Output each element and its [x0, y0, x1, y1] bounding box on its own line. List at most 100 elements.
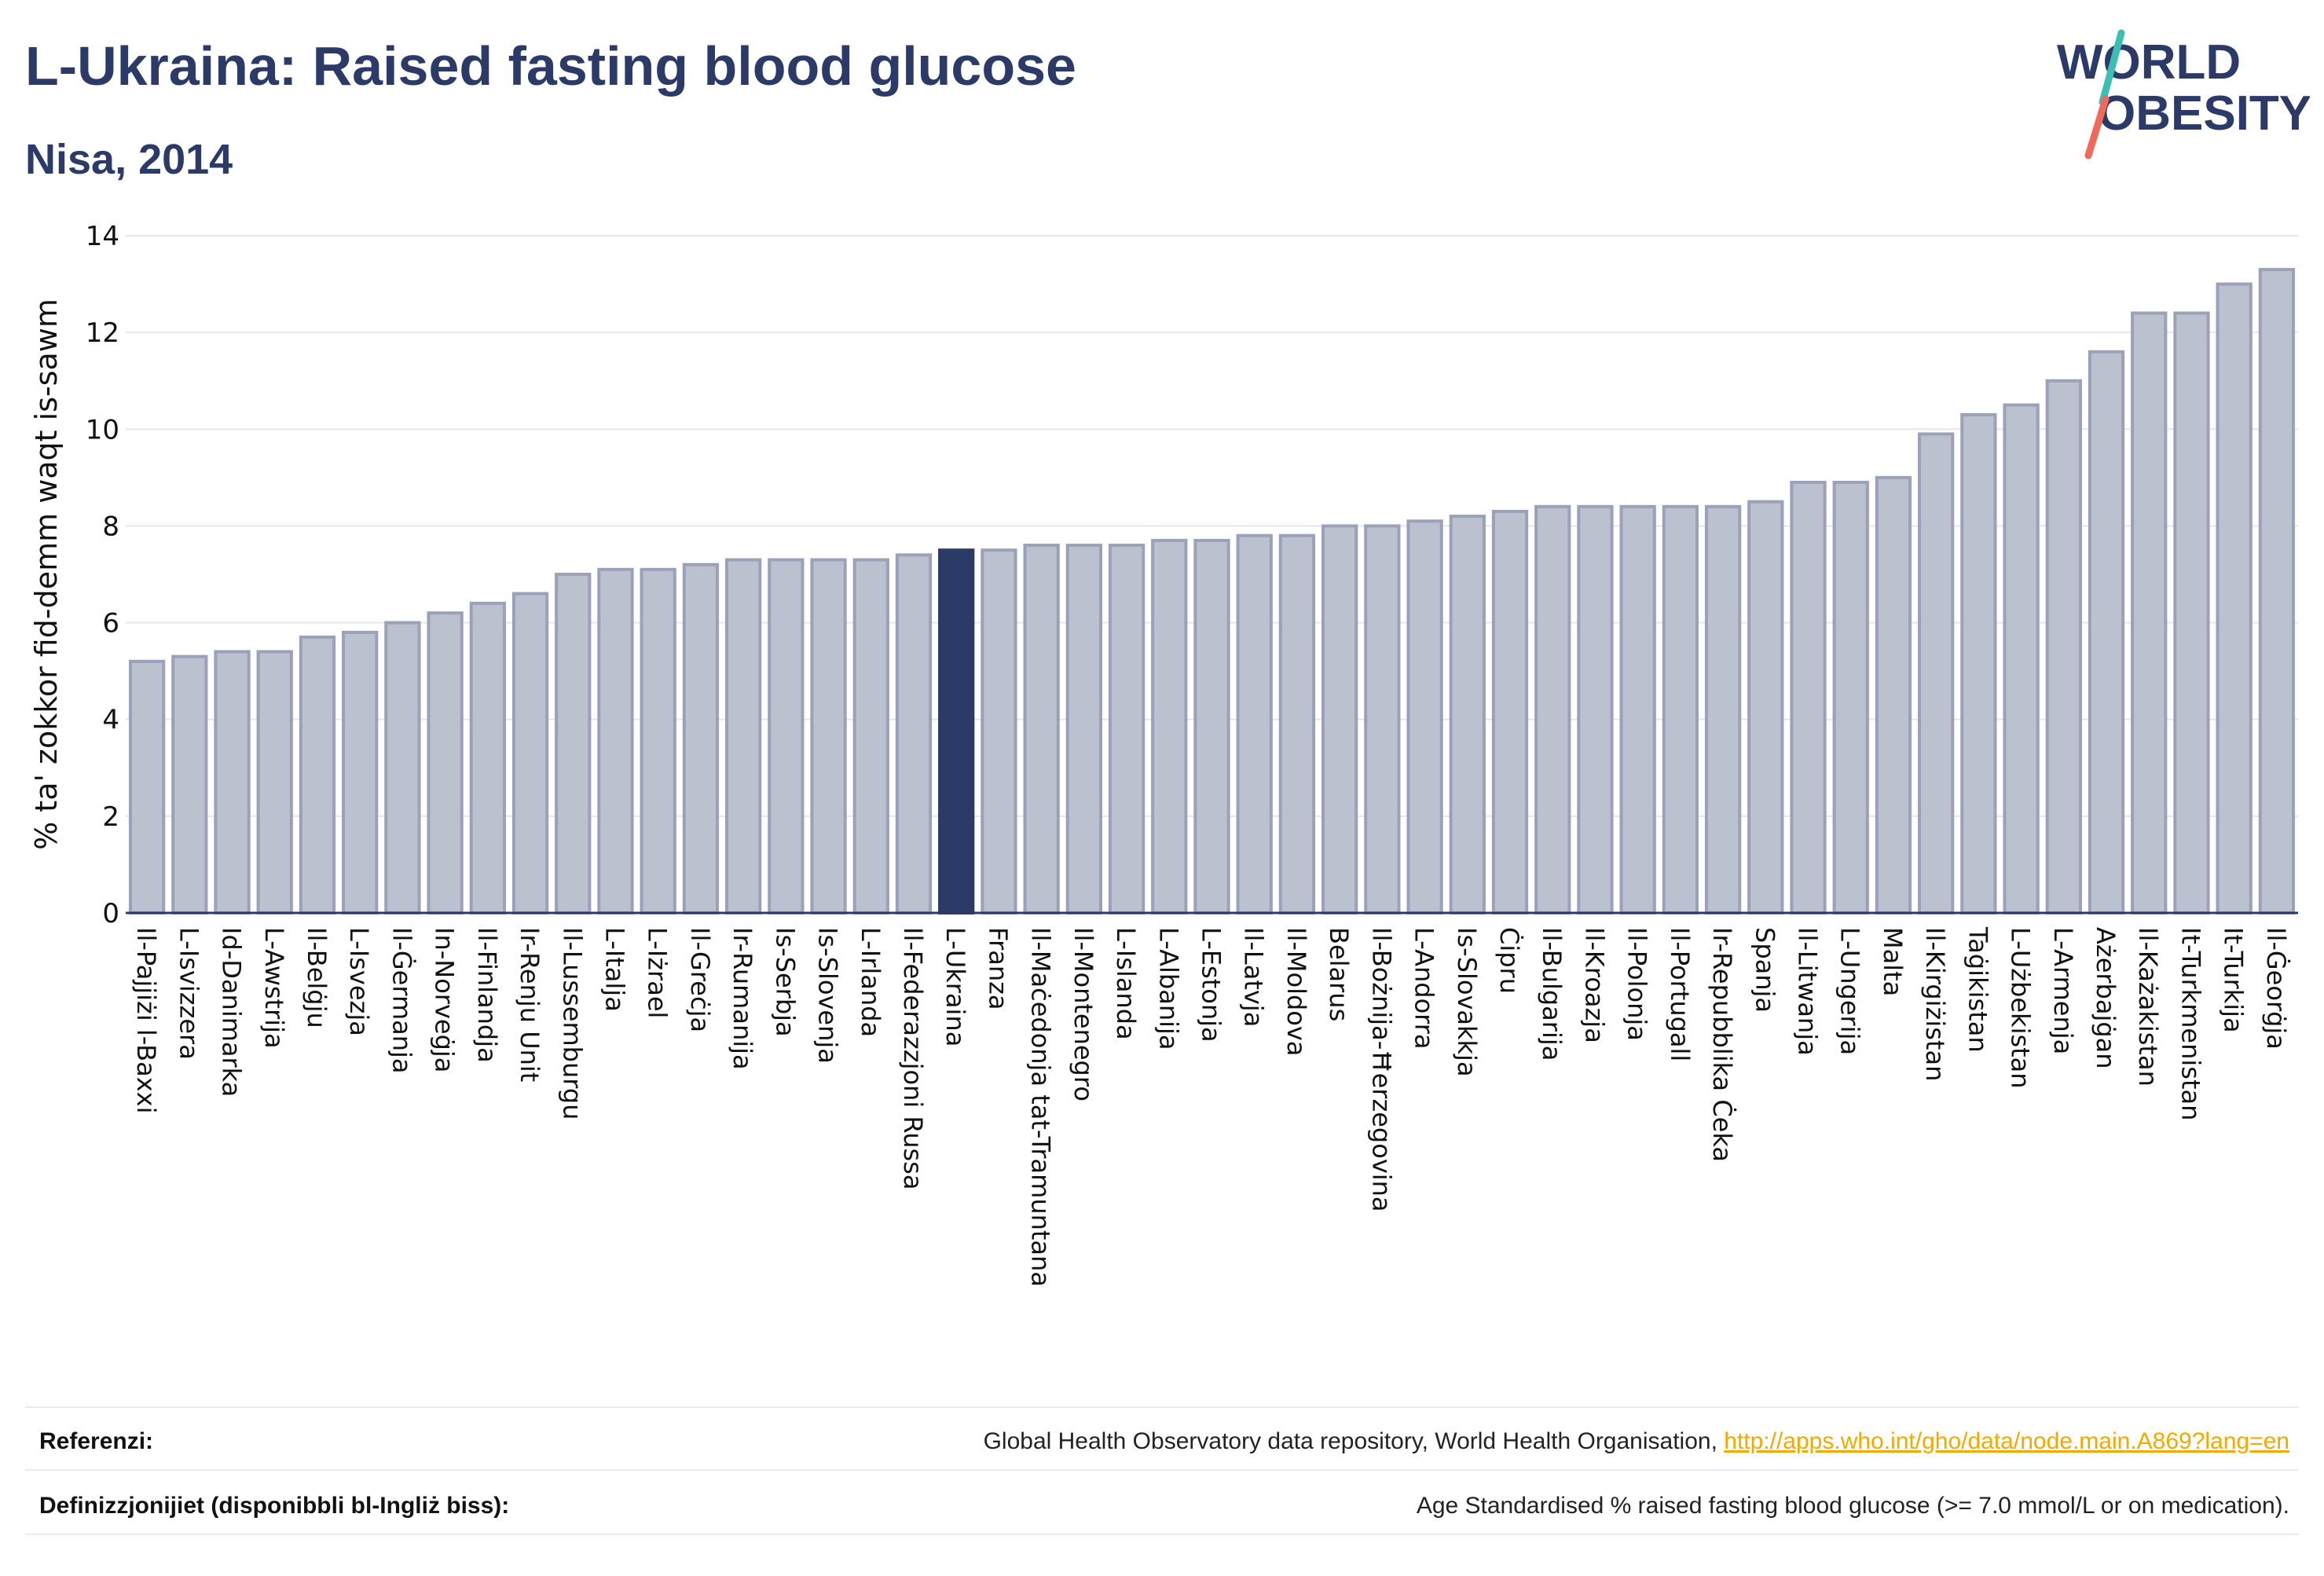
bar: [1832, 481, 1869, 914]
definitions-value: Age Standardised % raised fasting blood …: [1416, 1493, 2289, 1519]
x-tick-label: L-Awstrija: [259, 927, 289, 1049]
bar: [1619, 504, 1656, 914]
footer-divider-bottom: [25, 1534, 2299, 1535]
world-obesity-logo: WORLD OBESITY: [2057, 29, 2310, 159]
y-tick-label: 8: [102, 511, 119, 542]
bar: [2173, 311, 2210, 914]
x-tick-label: Il-Ġeorġja: [2261, 927, 2291, 1050]
x-tick-label: Ir-Renju Unit: [515, 927, 544, 1082]
logo-slash-coral: [2084, 95, 2110, 159]
x-tick-label: Il-Kirgiżistan: [1920, 927, 1950, 1081]
bar: [1278, 533, 1316, 914]
x-tick-label: It-Turkmenistan: [2176, 927, 2205, 1120]
definitions-label: Definizzjonijiet (disponibbli bl-Ingliż …: [39, 1493, 510, 1519]
bar: [1193, 538, 1230, 915]
y-tick-label: 12: [86, 317, 119, 349]
x-tick-label: Il-Belġju: [302, 927, 332, 1028]
bar: [1236, 533, 1273, 914]
y-axis-title: % ta' zokkor fid-demm waqt is-sawm: [29, 299, 64, 850]
bar: [256, 650, 293, 914]
y-axis-ticks: 0 2 4 6 8 10 12 14: [86, 221, 119, 929]
x-tick-label: Il-Ġermanja: [387, 927, 416, 1074]
bar: [1960, 412, 1997, 914]
chart-subtitle: Nisa, 2014: [25, 136, 233, 183]
bar: [427, 611, 464, 914]
x-tick-label: Il-Maċedonja tat-Tramuntana: [1026, 927, 1056, 1287]
bar: [1918, 432, 1955, 914]
bar: [852, 558, 889, 914]
bar: [511, 592, 549, 915]
bar: [555, 573, 592, 914]
bar: [2258, 268, 2296, 915]
bar-chart: 0 2 4 6 8 10 12 14 Il-Pajjiżi l-Baxxi L-Isvizzer…: [29, 221, 2298, 1287]
bar: [214, 650, 251, 914]
x-tick-label: Il-Montenegro: [1069, 927, 1098, 1101]
bar: [1321, 524, 1358, 915]
x-tick-label: Il-Finlandja: [472, 927, 502, 1063]
bar: [128, 659, 166, 914]
bar: [597, 567, 634, 914]
bar: [342, 630, 379, 915]
y-tick-label: 0: [102, 898, 119, 929]
bar: [2088, 350, 2125, 914]
bar: [810, 558, 847, 914]
x-tick-label: Ir-Repubblika Ċeka: [1707, 927, 1737, 1162]
footer-divider-top: [25, 1406, 2299, 1408]
x-tick-label: L-Irlanda: [856, 927, 885, 1037]
x-tick-label: L-Italja: [599, 927, 629, 1012]
x-tick-label: L-Isvizzera: [174, 927, 203, 1060]
bar-highlight: [938, 548, 975, 914]
x-tick-label: L-Ungerija: [1835, 927, 1865, 1055]
x-tick-label: It-Turkija: [2219, 927, 2249, 1033]
x-tick-label: L-Iżrael: [643, 927, 673, 1018]
logo-line-1: WORLD: [2057, 35, 2241, 90]
y-tick-label: 2: [102, 801, 119, 833]
x-tick-label: Il-Kroazja: [1579, 927, 1609, 1043]
x-tick-label: L-Ukraina: [940, 927, 970, 1046]
bar: [171, 654, 208, 915]
x-tick-label: Il-Greċja: [685, 927, 715, 1032]
x-axis-labels: Il-Pajjiżi l-Baxxi L-Isvizzera Id-Danimark…: [131, 926, 2291, 1287]
x-tick-label: L-Estonja: [1197, 927, 1226, 1043]
x-tick-label: Ażerbajġan: [2091, 927, 2121, 1069]
bar: [1875, 475, 1912, 914]
x-tick-label: Ir-Rumanija: [728, 927, 757, 1070]
x-tick-label: L-Użbekistan: [2006, 927, 2036, 1089]
chart-title: L-Ukraina: Raised fasting blood glucose: [25, 35, 1076, 97]
bar: [895, 553, 933, 914]
bars: [128, 268, 2296, 915]
y-tick-label: 6: [102, 608, 119, 640]
bar: [384, 621, 421, 914]
x-tick-label: Malta: [1878, 927, 1908, 996]
bar: [299, 636, 336, 914]
bar: [1534, 504, 1571, 914]
x-tick-label: Il-Bulgarija: [1537, 927, 1567, 1061]
x-tick-label: Belarus: [1324, 927, 1354, 1021]
bar: [2131, 311, 2168, 914]
x-tick-label: L-Albanija: [1153, 927, 1183, 1050]
x-tick-label: Il-Portugall: [1665, 927, 1695, 1061]
x-tick-label: Is-Slovakkja: [1452, 927, 1482, 1077]
bar: [2216, 282, 2253, 915]
x-tick-label: Il-Polonja: [1622, 927, 1652, 1041]
bar: [2045, 379, 2082, 914]
logo-line-2: OBESITY: [2098, 86, 2310, 141]
bar: [1364, 524, 1401, 915]
x-tick-label: Franza: [983, 927, 1013, 1010]
x-tick-label: Il-Federazzjoni Russa: [898, 927, 928, 1189]
bar: [1449, 515, 1486, 914]
bar: [768, 558, 805, 914]
y-tick-label: 4: [102, 705, 119, 736]
bar: [1151, 538, 1188, 915]
bar: [1406, 519, 1443, 914]
x-tick-label: L-Armenja: [2048, 927, 2078, 1054]
x-tick-label: Il-Litwanja: [1793, 927, 1823, 1056]
y-tick-label: 14: [86, 221, 119, 252]
references-label: Referenzi:: [39, 1428, 154, 1454]
x-tick-label: Id-Danimarka: [217, 927, 247, 1097]
x-tick-label: In-Norveġja: [430, 927, 460, 1072]
references-link[interactable]: http://apps.who.int/gho/data/node.main.A…: [1724, 1428, 2289, 1454]
footer-divider-middle: [25, 1469, 2299, 1471]
x-tick-label: Il-Lussemburgu: [557, 927, 587, 1120]
bar: [1065, 544, 1102, 914]
